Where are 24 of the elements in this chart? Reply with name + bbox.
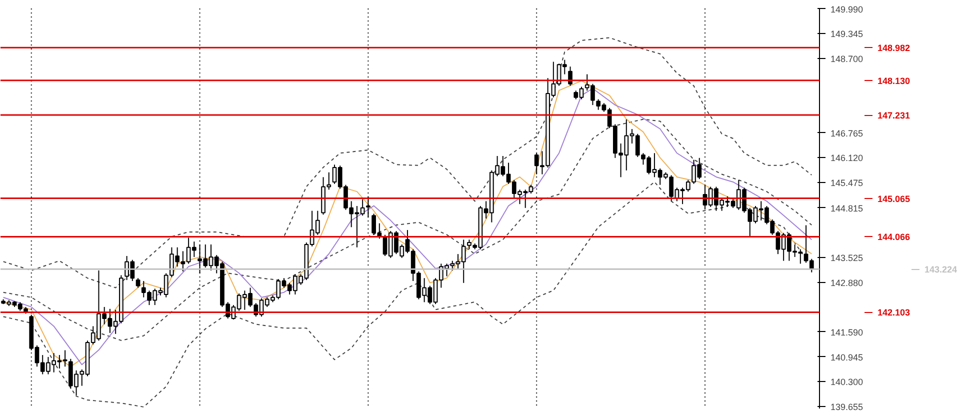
y-tick-label: 144.815 bbox=[830, 203, 864, 214]
y-tick-label: 140.300 bbox=[830, 377, 864, 388]
y-tick-label: 146.765 bbox=[830, 128, 864, 138]
y-tick-label: 141.590 bbox=[830, 327, 864, 338]
y-tick-label: 146.120 bbox=[830, 153, 864, 164]
ref-line-label: 147.231 bbox=[878, 110, 910, 120]
y-tick-label: 149.990 bbox=[830, 4, 864, 14]
ref-line-label: 148.130 bbox=[878, 76, 910, 86]
y-tick-label: 143.525 bbox=[830, 253, 864, 264]
ref-line-label: 145.065 bbox=[878, 194, 910, 204]
y-tick-label: 148.700 bbox=[830, 54, 864, 64]
ref-line-label: 148.982 bbox=[878, 43, 910, 54]
candlestick bbox=[568, 66, 572, 86]
y-tick-label: 139.655 bbox=[830, 402, 864, 412]
ref-line-label: 144.066 bbox=[878, 232, 910, 242]
y-tick-label: 142.880 bbox=[830, 278, 864, 288]
candlestick bbox=[136, 278, 140, 288]
line-series bbox=[2, 118, 812, 341]
line-series bbox=[2, 37, 812, 288]
y-tick-label: 140.945 bbox=[830, 352, 864, 362]
y-tick-label: 145.475 bbox=[830, 178, 864, 188]
ref-line-label: 142.103 bbox=[878, 308, 910, 318]
ref-line-label: 143.224 bbox=[924, 264, 958, 275]
y-tick-label: 149.345 bbox=[830, 29, 864, 40]
